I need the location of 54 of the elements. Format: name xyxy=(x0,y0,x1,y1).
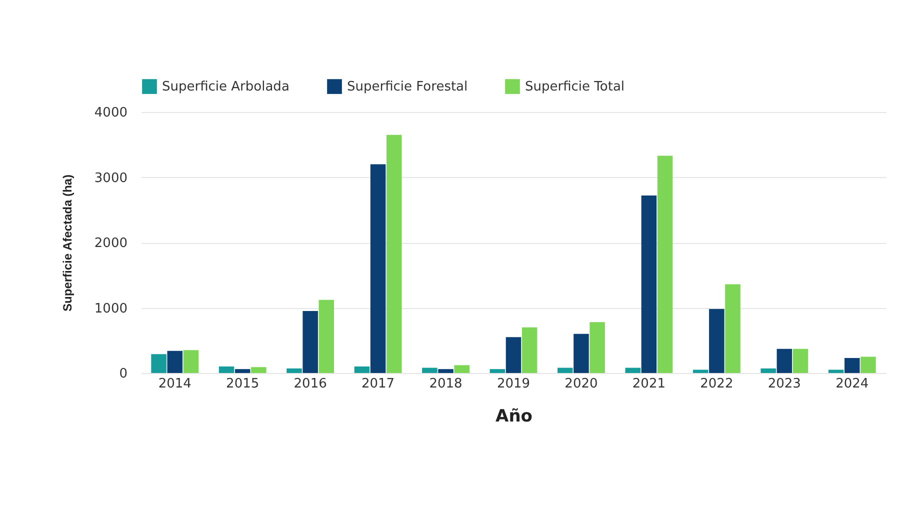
x-tick-label: 2022 xyxy=(700,376,734,392)
x-tick-label: 2015 xyxy=(226,376,260,392)
bar xyxy=(386,134,402,373)
x-tick-label: 2014 xyxy=(158,376,192,392)
bar xyxy=(709,309,724,373)
x-tick-label: 2017 xyxy=(362,376,395,392)
legend-label: Superficie Forestal xyxy=(347,80,468,95)
bar xyxy=(218,366,234,373)
bar xyxy=(318,300,334,373)
x-tick-label: 2023 xyxy=(768,376,801,392)
y-tick-label: 2000 xyxy=(94,236,128,251)
bar xyxy=(422,368,438,373)
y-tick-label: 1000 xyxy=(94,301,128,316)
bar xyxy=(302,311,318,373)
bar xyxy=(490,369,506,373)
bar xyxy=(792,348,808,373)
bar xyxy=(251,367,266,373)
bar xyxy=(574,334,589,373)
bar xyxy=(657,156,673,373)
bar xyxy=(625,368,641,373)
bar xyxy=(354,366,370,373)
bar xyxy=(776,348,792,373)
bar xyxy=(506,337,522,373)
y-axis-title: Superficie Afectada (ha) xyxy=(60,174,74,312)
bar xyxy=(438,369,454,373)
x-tick-label: 2018 xyxy=(429,376,462,392)
legend-label: Superficie Arbolada xyxy=(162,80,290,95)
bar xyxy=(692,370,708,373)
x-tick-label: 2016 xyxy=(294,376,327,392)
bar xyxy=(522,327,538,373)
y-tick-label: 0 xyxy=(119,366,128,382)
bar xyxy=(860,356,876,373)
legend-label: Superficie Total xyxy=(525,80,625,95)
x-axis-title: Año xyxy=(496,406,532,426)
bar xyxy=(370,164,386,373)
bar xyxy=(454,365,470,373)
bar xyxy=(641,196,657,373)
bar xyxy=(286,368,302,373)
bar xyxy=(590,322,605,373)
x-tick-label: 2020 xyxy=(564,376,598,392)
bar xyxy=(828,370,844,373)
y-tick-label: 3000 xyxy=(94,170,128,186)
y-tick-label: 4000 xyxy=(94,106,128,120)
bar xyxy=(760,368,776,373)
x-tick-label: 2019 xyxy=(496,376,530,392)
x-tick-label: 2024 xyxy=(836,376,869,392)
bar xyxy=(151,354,166,373)
x-tick-label: 2021 xyxy=(632,376,666,392)
bar xyxy=(844,358,860,373)
bar xyxy=(234,369,250,373)
bar xyxy=(183,350,199,373)
bar xyxy=(558,368,573,373)
bar xyxy=(167,350,182,373)
bar xyxy=(725,284,740,373)
